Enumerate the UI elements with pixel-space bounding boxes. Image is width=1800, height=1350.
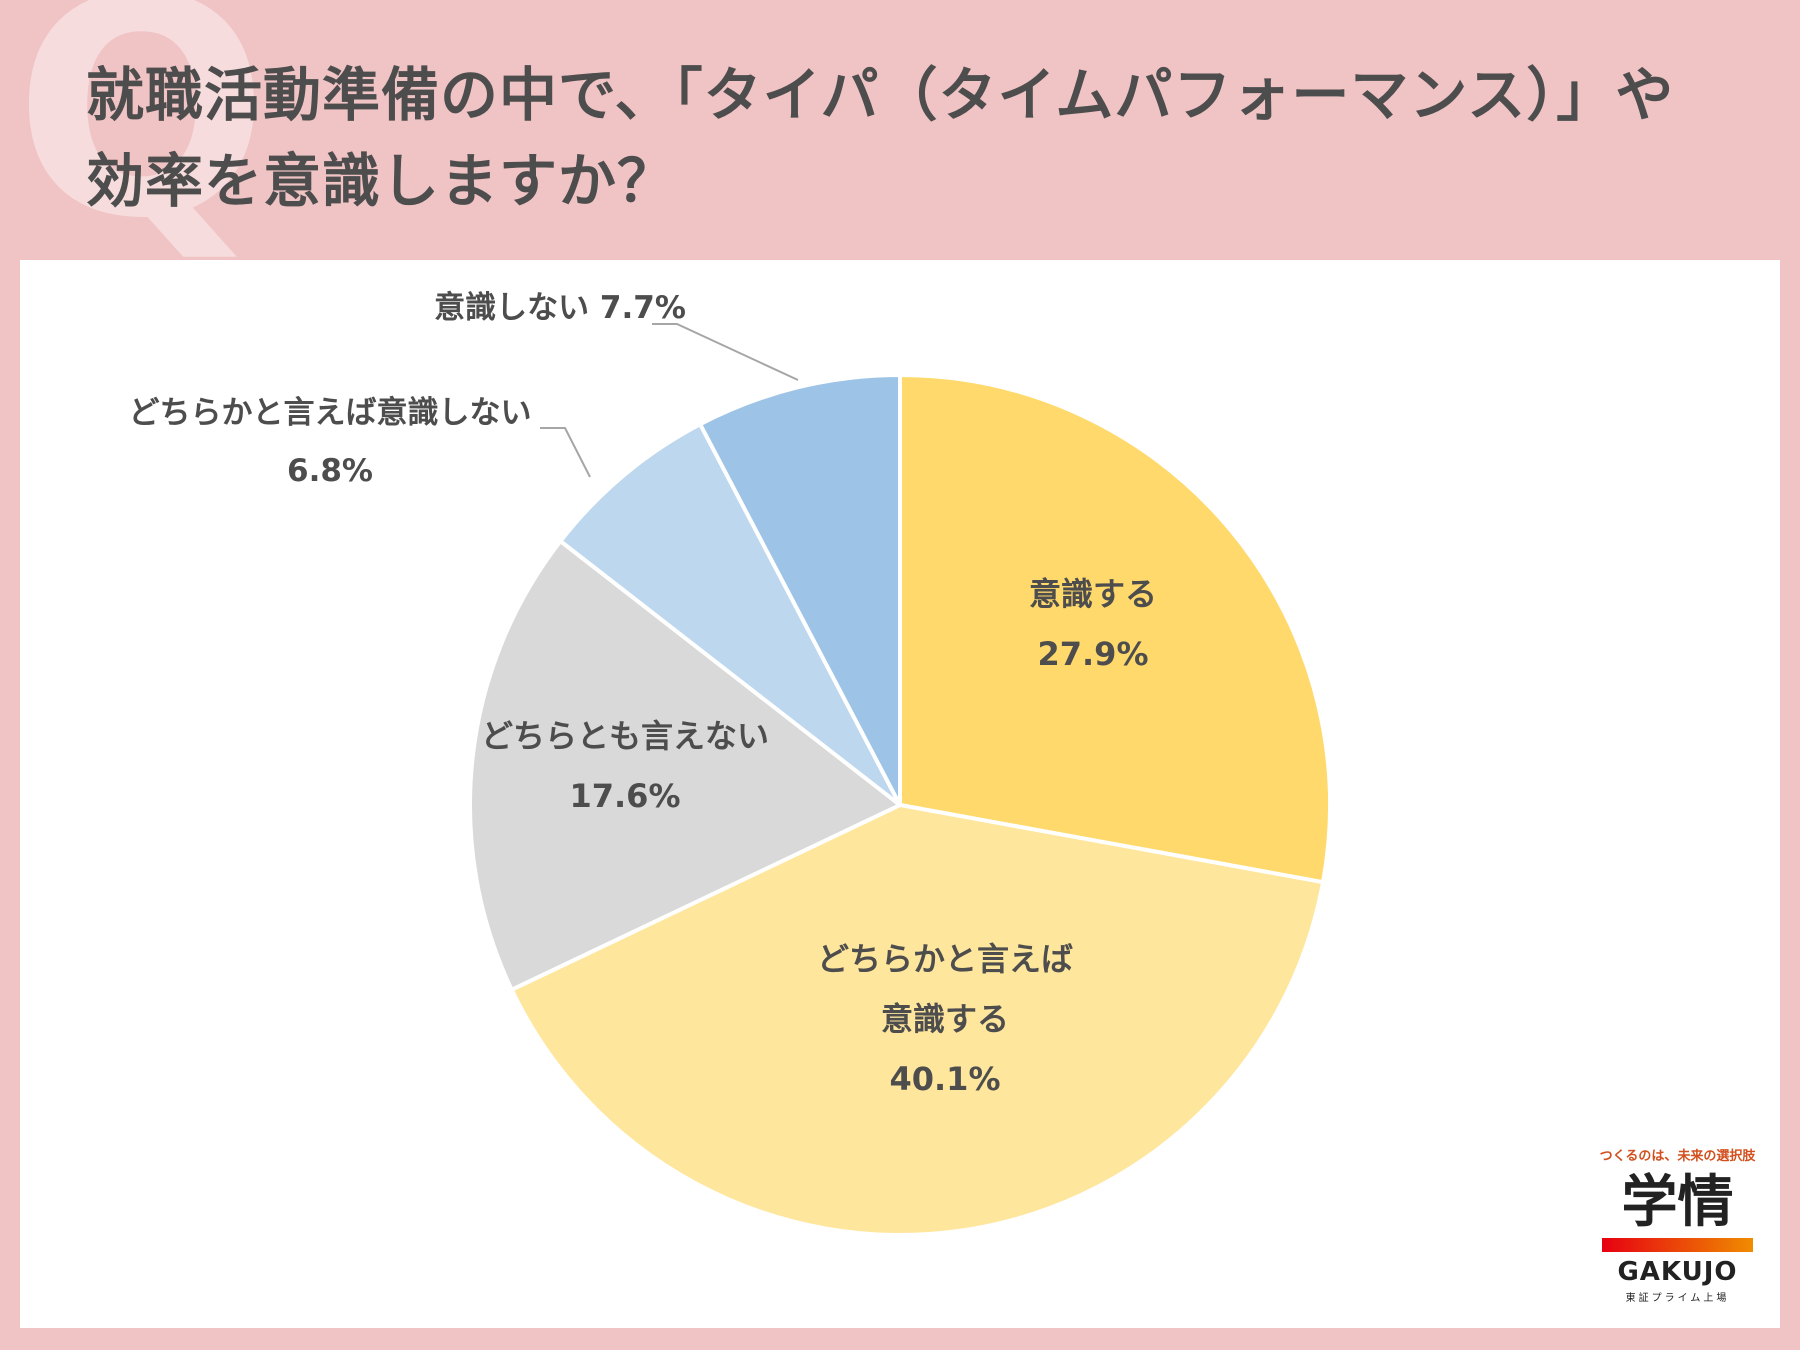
- slice-value-1: 27.9%: [1037, 635, 1148, 673]
- slice-label-2-line-1: どちらかと言えば: [817, 940, 1073, 978]
- logo-tagline: つくるのは、未来の選択肢: [1599, 1149, 1756, 1164]
- question-line-1: 就職活動準備の中で、「タイパ（タイムパフォーマンス）」や: [86, 61, 1675, 129]
- logo-mark: 学情: [1621, 1170, 1734, 1235]
- pie-slice-2: [509, 802, 1326, 1237]
- logo-sub: 東証プライム上場: [1625, 1293, 1730, 1304]
- pie-slice-3: [468, 538, 904, 993]
- question-line-2: 効率を意識しますか？: [86, 147, 677, 215]
- q-watermark: Q: [14, 0, 270, 284]
- slice-label-5: 意識しない 7.7%: [434, 290, 686, 326]
- slice-label-4: どちらかと言えば意識しない: [129, 395, 532, 431]
- leader-line-5: [652, 323, 799, 381]
- leader-line-4: [540, 427, 591, 478]
- chart-panel: 意識する 27.9% どちらかと言えば 意識する 40.1% どちらとも言えない 17.6%…: [20, 260, 1780, 1328]
- slice-label-3: どちらとも言えない: [481, 717, 769, 755]
- logo-wordmark: GAKUJO: [1617, 1257, 1738, 1287]
- pie-chart: 意識する27.9%どちらかと言えば意識する40.1%どちらとも言えない17.6%…: [129, 290, 1332, 1237]
- pie-slice-5: [697, 372, 902, 806]
- question-title: 就職活動準備の中で、「タイパ（タイムパフォーマンス）」や 効率を意識しますか？: [86, 52, 1776, 224]
- slice-value-4: 6.8%: [287, 453, 373, 489]
- slice-label-2-line-2: 意識する: [881, 1000, 1009, 1038]
- pie-slice-1: [898, 372, 1332, 885]
- gakujo-logo: つくるのは、未来の選択肢 学情 GAKUJO 東証プライム上場: [1590, 1145, 1765, 1305]
- pie-slice-4: [557, 421, 902, 807]
- logo-bar: [1602, 1238, 1753, 1252]
- slice-value-2: 40.1%: [889, 1060, 1000, 1098]
- slice-value-3: 17.6%: [569, 777, 680, 815]
- slice-label-1: 意識する: [1029, 575, 1157, 613]
